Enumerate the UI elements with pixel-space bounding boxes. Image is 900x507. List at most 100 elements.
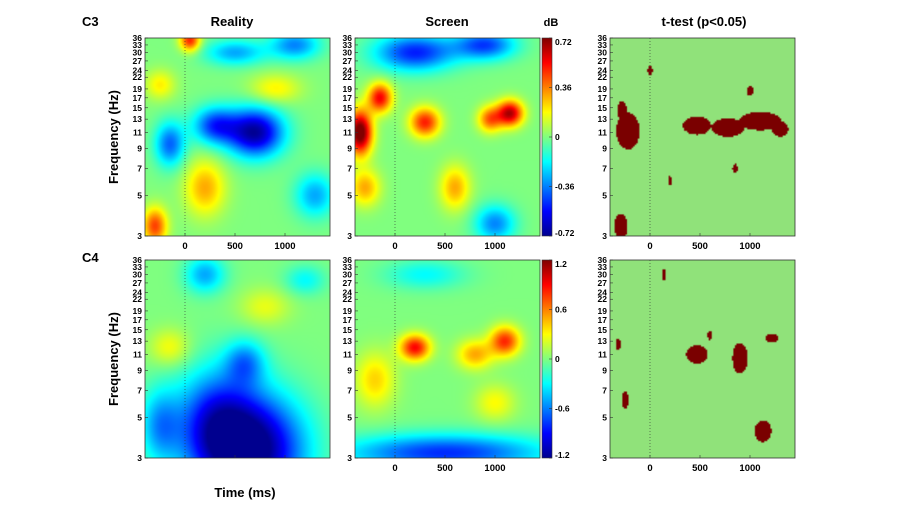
y-tick-label-c3-screen: 30 [343, 48, 353, 58]
y-tick-label-c4-reality: 3 [137, 453, 142, 463]
row-label-c3: C3 [82, 14, 99, 29]
y-tick-label-c3-ttest: 24 [598, 65, 608, 75]
heatmap-layer [144, 37, 796, 459]
y-tick-label-c3-reality: 9 [137, 143, 142, 153]
y-tick-label-c4-screen: 27 [343, 278, 353, 288]
y-tick-label-c3-reality: 15 [133, 103, 143, 113]
y-tick-label-c4-reality: 19 [133, 306, 143, 316]
colorbar-tick-label-c3-screen: 0.72 [555, 37, 572, 47]
x-tick-label-c4-screen: 0 [392, 463, 397, 474]
y-tick-label-c4-ttest: 11 [598, 349, 607, 359]
column-title-reality: Reality [211, 14, 254, 29]
y-tick-label-c3-screen: 9 [347, 143, 352, 153]
text-layer: C3 C4 Reality Screen t-test (p<0.05) dB … [82, 14, 761, 500]
y-tick-label-c4-ttest: 3 [602, 453, 607, 463]
y-tick-label-c4-ttest: 13 [598, 336, 608, 346]
y-tick-label-c4-screen: 19 [343, 306, 353, 316]
y-tick-label-c4-screen: 3 [347, 453, 352, 463]
x-tick-label-c3-screen: 500 [437, 241, 453, 252]
heatmap-c3-ttest [610, 38, 795, 236]
heatmap-c3-screen [355, 38, 540, 236]
y-tick-label-c3-ttest: 3 [602, 231, 607, 241]
y-tick-label-c4-reality: 27 [133, 278, 143, 288]
y-tick-label-c3-ttest: 22 [598, 72, 608, 82]
y-tick-label-c4-screen: 36 [343, 255, 353, 265]
y-tick-label-c4-reality: 30 [133, 270, 143, 280]
x-tick-label-c3-reality: 1000 [274, 241, 295, 252]
y-tick-label-c3-screen: 24 [343, 65, 353, 75]
axes-box-c4-ttest [609, 259, 796, 459]
colorbar-tick-label-c3-screen: 0 [555, 132, 560, 142]
colorbar-tick-label-c3-screen: -0.72 [555, 228, 575, 238]
y-tick-label-c3-screen: 19 [343, 84, 353, 94]
colorbar-unit: dB [544, 17, 559, 29]
y-tick-label-c4-reality: 33 [133, 262, 143, 272]
x-tick-label-c4-screen: 500 [437, 463, 453, 474]
column-title-screen: Screen [425, 14, 468, 29]
y-tick-label-c3-reality: 27 [133, 56, 143, 66]
x-tick-label-c3-reality: 0 [182, 241, 187, 252]
y-tick-label-c4-ttest: 36 [598, 255, 608, 265]
axes-box-c3-ttest [609, 37, 796, 237]
x-tick-label-c3-screen: 0 [392, 241, 397, 252]
y-tick-label-c3-ttest: 19 [598, 84, 608, 94]
y-tick-label-c4-screen: 9 [347, 365, 352, 375]
y-tick-label-c4-reality: 7 [137, 385, 142, 395]
heatmap-c4-ttest [610, 260, 795, 458]
y-tick-label-c4-screen: 11 [343, 349, 352, 359]
y-tick-label-c3-reality: 24 [133, 65, 143, 75]
x-tick-label-c3-screen: 1000 [484, 241, 505, 252]
y-tick-label-c4-reality: 24 [133, 287, 143, 297]
y-tick-label-c3-reality: 3 [137, 231, 142, 241]
y-tick-label-c4-ttest: 22 [598, 294, 608, 304]
heatmap-c4-screen [355, 260, 540, 458]
heatmap-c4-reality [145, 260, 330, 458]
y-tick-label-c4-ttest: 33 [598, 262, 608, 272]
y-tick-label-c4-screen: 7 [347, 385, 352, 395]
y-tick-label-c3-ttest: 5 [602, 190, 607, 200]
y-tick-label-c3-reality: 17 [133, 93, 143, 103]
y-tick-label-c4-screen: 22 [343, 294, 353, 304]
y-tick-label-c4-ttest: 27 [598, 278, 608, 288]
x-tick-label-c3-reality: 500 [227, 241, 243, 252]
row-label-c4: C4 [82, 250, 99, 265]
colorbar-tick-label-c4-screen: -0.6 [555, 404, 570, 414]
y-tick-label-c4-ttest: 15 [598, 325, 608, 335]
y-tick-label-c3-screen: 33 [343, 40, 353, 50]
y-tick-label-c4-reality: 17 [133, 315, 143, 325]
y-tick-label-c4-reality: 11 [133, 349, 142, 359]
x-tick-label-c3-ttest: 1000 [739, 241, 760, 252]
y-tick-label-c4-reality: 22 [133, 294, 143, 304]
colorbar-tick-label-c4-screen: -1.2 [555, 450, 570, 460]
y-tick-label-c3-ttest: 15 [598, 103, 608, 113]
y-tick-label-c4-screen: 15 [343, 325, 353, 335]
colorbar-tick-label-c3-screen: -0.36 [555, 182, 575, 192]
y-tick-label-c3-ttest: 27 [598, 56, 608, 66]
y-tick-label-c3-reality: 33 [133, 40, 143, 50]
y-tick-label-c4-screen: 33 [343, 262, 353, 272]
x-tick-label-c4-ttest: 500 [692, 463, 708, 474]
y-tick-label-c3-screen: 7 [347, 163, 352, 173]
y-tick-label-c4-ttest: 5 [602, 412, 607, 422]
y-tick-label-c3-ttest: 13 [598, 114, 608, 124]
x-tick-label-c4-screen: 1000 [484, 463, 505, 474]
y-tick-label-c3-screen: 3 [347, 231, 352, 241]
y-tick-label-c4-screen: 17 [343, 315, 353, 325]
y-axis-label-c4-reality: Frequency (Hz) [106, 312, 121, 406]
y-tick-label-c3-ttest: 33 [598, 40, 608, 50]
y-tick-label-c3-reality: 30 [133, 48, 143, 58]
y-tick-label-c4-ttest: 30 [598, 270, 608, 280]
x-tick-label-c3-ttest: 500 [692, 241, 708, 252]
y-tick-label-c3-reality: 11 [133, 127, 142, 137]
axes-box-c3-reality [144, 37, 331, 237]
y-tick-label-c4-ttest: 9 [602, 365, 607, 375]
y-tick-label-c3-reality: 36 [133, 33, 143, 43]
y-tick-label-c3-screen: 11 [343, 127, 352, 137]
y-tick-label-c3-reality: 22 [133, 72, 143, 82]
colorbar-tick-label-c3-screen: 0.36 [555, 83, 572, 93]
y-tick-label-c3-reality: 19 [133, 84, 143, 94]
axes-box-c4-reality [144, 259, 331, 459]
y-tick-label-c4-ttest: 24 [598, 287, 608, 297]
y-tick-label-c4-screen: 30 [343, 270, 353, 280]
